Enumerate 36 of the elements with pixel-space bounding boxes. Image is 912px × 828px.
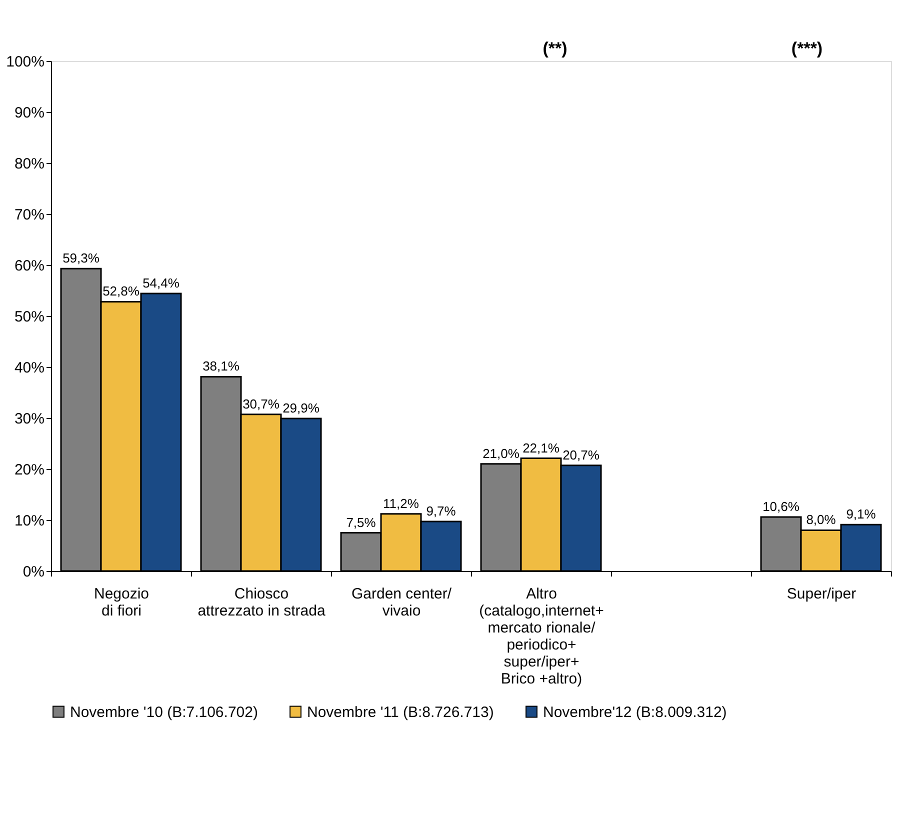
data-label: 10,6%: [762, 498, 800, 514]
data-label: 7,5%: [346, 514, 376, 530]
data-label: 20,7%: [562, 447, 600, 462]
data-label: 8,0%: [806, 512, 836, 528]
x-tick-label: Garden center/ vivaio: [351, 586, 452, 620]
data-label: 59,3%: [62, 250, 100, 266]
legend-label: Novembre'12 (B:8.009.312): [543, 704, 727, 721]
data-label: 38,1%: [202, 358, 240, 374]
data-label: 21,0%: [482, 446, 520, 461]
y-tick-label: 50%: [14, 308, 44, 326]
x-tick-label: Chiosco attrezzato in strada: [198, 586, 326, 620]
y-tick-label: 0%: [22, 564, 44, 580]
y-tick-label: 40%: [14, 360, 44, 376]
legend-label: Novembre '11 (B:8.726.713): [307, 704, 494, 721]
y-tick-label: 10%: [14, 512, 44, 530]
y-tick-label: 60%: [14, 258, 44, 274]
y-tick-label: 30%: [14, 410, 44, 428]
data-label: 9,1%: [846, 506, 876, 522]
data-label: 54,4%: [142, 276, 180, 291]
data-label: 11,2%: [383, 496, 420, 511]
data-label: 9,7%: [426, 504, 456, 519]
y-tick-label: 90%: [14, 104, 44, 122]
x-tick-label: Altro (catalogo,internet+ mercato rionale/ periodico+ super/iper+ Brico +altro): [479, 586, 604, 688]
data-label: 30,7%: [242, 396, 280, 412]
y-tick-label: 70%: [14, 206, 44, 224]
data-label: 52,8%: [102, 284, 140, 299]
y-tick-label: 20%: [14, 462, 44, 478]
x-tick-label: Negozio di fiori: [94, 586, 150, 620]
text: (***): [791, 39, 823, 58]
text: (**): [542, 39, 568, 58]
data-label: 29,9%: [282, 400, 320, 416]
x-tick-label: Super/iper: [786, 586, 856, 602]
y-tick-label: 80%: [14, 156, 44, 172]
legend-label: Novembre '10 (B:7.106.702): [70, 704, 258, 721]
data-label: 22,1%: [522, 440, 560, 456]
y-tick-label: 100%: [6, 54, 44, 70]
